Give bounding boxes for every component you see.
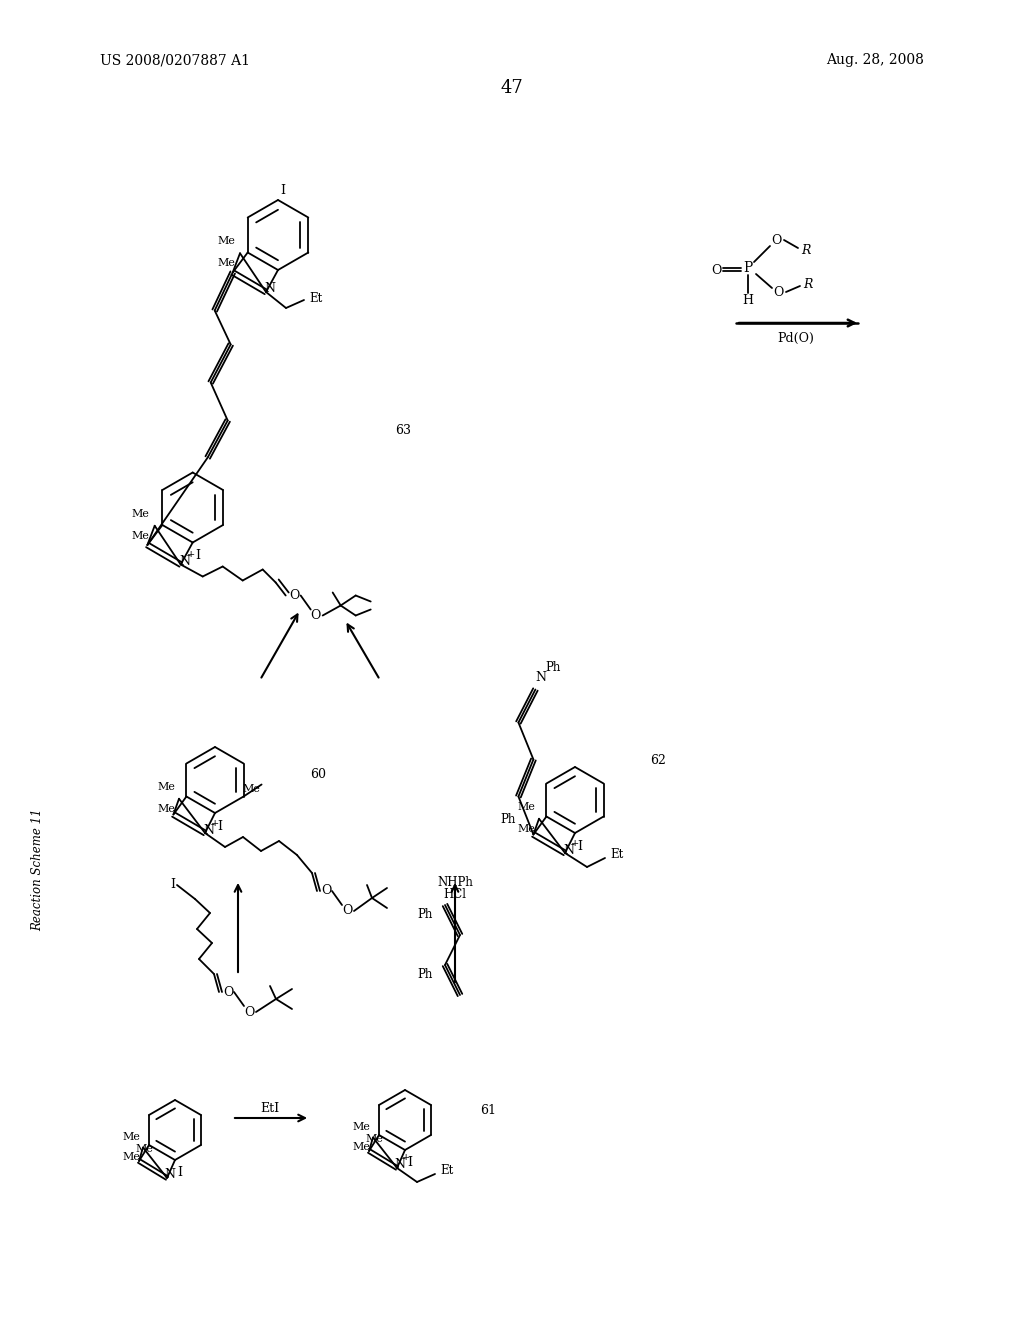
Text: N: N	[165, 1167, 175, 1180]
Text: HCl: HCl	[443, 888, 467, 902]
Text: 47: 47	[501, 79, 523, 96]
Text: Et: Et	[610, 849, 624, 862]
Text: Ph: Ph	[546, 661, 561, 675]
Text: Me: Me	[217, 236, 234, 247]
Text: Me: Me	[122, 1133, 140, 1143]
Text: Me: Me	[132, 508, 150, 519]
Text: Aug. 28, 2008: Aug. 28, 2008	[826, 53, 924, 67]
Text: Pd(O): Pd(O)	[777, 331, 814, 345]
Text: Me: Me	[157, 804, 175, 813]
Text: Me: Me	[132, 531, 150, 541]
Text: O: O	[290, 589, 300, 602]
Text: Me: Me	[352, 1122, 370, 1133]
Text: O: O	[773, 285, 783, 298]
Text: Me: Me	[517, 801, 535, 812]
Text: Me: Me	[135, 1144, 153, 1154]
Text: +: +	[186, 550, 195, 558]
Text: Me: Me	[157, 781, 175, 792]
Text: N: N	[535, 671, 546, 684]
Text: Ph: Ph	[418, 908, 433, 921]
Text: EtI: EtI	[260, 1101, 280, 1114]
Text: Ph: Ph	[418, 969, 433, 982]
Text: H: H	[742, 293, 754, 306]
Text: +: +	[211, 818, 219, 828]
Text: N: N	[179, 554, 190, 568]
Text: 61: 61	[480, 1104, 496, 1117]
Text: R: R	[802, 243, 811, 256]
Text: O: O	[771, 234, 781, 247]
Text: I: I	[281, 183, 286, 197]
Text: O: O	[244, 1006, 254, 1019]
Text: +: +	[401, 1152, 411, 1162]
Text: Ph: Ph	[501, 813, 516, 826]
Text: O: O	[321, 884, 331, 898]
Text: 60: 60	[310, 768, 326, 781]
Text: Reaction Scheme 11: Reaction Scheme 11	[32, 809, 44, 932]
Text: P: P	[743, 261, 753, 275]
Text: I: I	[171, 879, 175, 891]
Text: Me: Me	[122, 1151, 140, 1162]
Text: US 2008/0207887 A1: US 2008/0207887 A1	[100, 53, 250, 67]
Text: +: +	[570, 838, 580, 847]
Text: I: I	[196, 549, 200, 562]
Text: I: I	[217, 820, 222, 833]
Text: I: I	[578, 840, 583, 853]
Text: I: I	[408, 1155, 413, 1168]
Text: Me: Me	[217, 259, 234, 268]
Text: Et: Et	[309, 292, 323, 305]
Text: NHPh: NHPh	[437, 876, 473, 890]
Text: N: N	[394, 1158, 406, 1171]
Text: Me: Me	[517, 824, 535, 834]
Text: I: I	[177, 1166, 182, 1179]
Text: Et: Et	[440, 1164, 454, 1177]
Text: 62: 62	[650, 754, 666, 767]
Text: Me: Me	[366, 1134, 383, 1144]
Text: R: R	[803, 277, 813, 290]
Text: O: O	[310, 609, 321, 622]
Text: O: O	[711, 264, 721, 276]
Text: O: O	[342, 904, 352, 917]
Text: Me: Me	[352, 1142, 370, 1151]
Text: N: N	[563, 843, 574, 857]
Text: O: O	[223, 986, 233, 998]
Text: N: N	[264, 282, 275, 296]
Text: Me: Me	[243, 784, 260, 793]
Text: 63: 63	[395, 424, 411, 437]
Text: N: N	[204, 824, 214, 837]
